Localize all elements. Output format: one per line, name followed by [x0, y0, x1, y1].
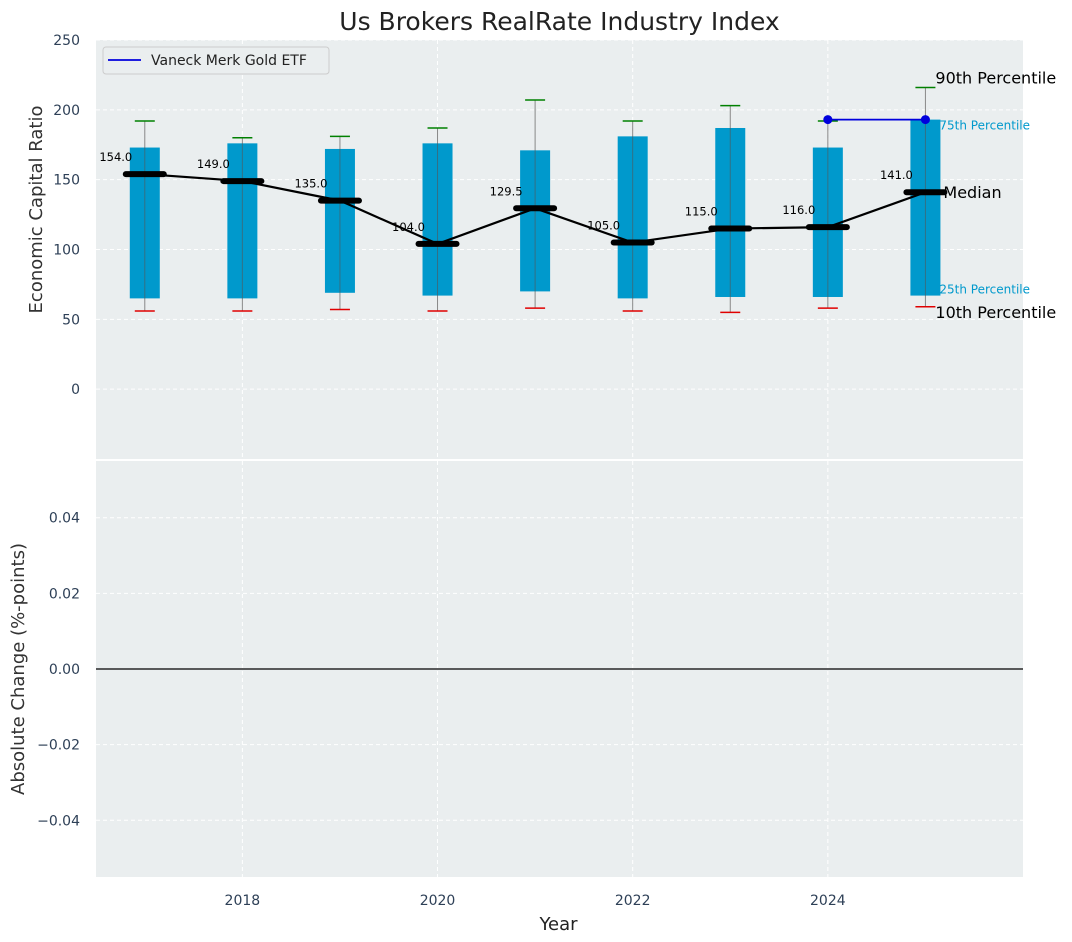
company-series-point-2024 — [823, 115, 833, 125]
chart-title: Us Brokers RealRate Industry Index — [339, 7, 779, 36]
median-label-2024: 116.0 — [782, 203, 815, 217]
xtick-label: 2022 — [615, 893, 651, 909]
annotation-p25: 25th Percentile — [939, 283, 1030, 297]
xtick-label: 2020 — [420, 893, 456, 909]
legend-box — [102, 46, 330, 75]
median-label-2021: 129.5 — [490, 184, 523, 198]
bottom-ytick-label: −0.02 — [37, 738, 80, 754]
xtick-label: 2024 — [810, 893, 846, 909]
median-label-2020: 104.0 — [392, 220, 425, 234]
top-ytick-label: 50 — [62, 312, 80, 328]
median-label-2025: 141.0 — [880, 168, 913, 182]
top-ytick-label: 200 — [53, 103, 80, 119]
bottom-ytick-label: −0.04 — [37, 813, 80, 829]
annotation-p75: 75th Percentile — [939, 119, 1030, 133]
top-ylabel: Economic Capital Ratio — [26, 106, 47, 314]
top-ytick-label: 250 — [53, 33, 80, 49]
xlabel: Year — [538, 914, 578, 935]
median-label-2019: 135.0 — [294, 177, 327, 191]
bottom-ytick-label: 0.00 — [49, 662, 80, 678]
median-label-2023: 115.0 — [685, 205, 718, 219]
top-ytick-label: 0 — [71, 382, 80, 398]
bottom-ylabel: Absolute Change (%-points) — [8, 543, 29, 795]
bottom-ytick-label: 0.02 — [49, 586, 80, 602]
xtick-label: 2018 — [225, 893, 261, 909]
top-ytick-label: 150 — [53, 173, 80, 189]
median-label-2017: 154.0 — [99, 150, 132, 164]
annotation-p90: 90th Percentile — [935, 68, 1056, 87]
annotation-p10: 10th Percentile — [935, 303, 1056, 322]
company-series-point-2025 — [920, 115, 930, 125]
legend-label: Vaneck Merk Gold ETF — [151, 53, 307, 69]
bottom-ytick-label: 0.04 — [49, 511, 80, 527]
median-label-2018: 149.0 — [197, 157, 230, 171]
top-ytick-label: 100 — [53, 243, 80, 259]
median-label-2022: 105.0 — [587, 219, 620, 233]
annotation-median: Median — [943, 183, 1001, 202]
